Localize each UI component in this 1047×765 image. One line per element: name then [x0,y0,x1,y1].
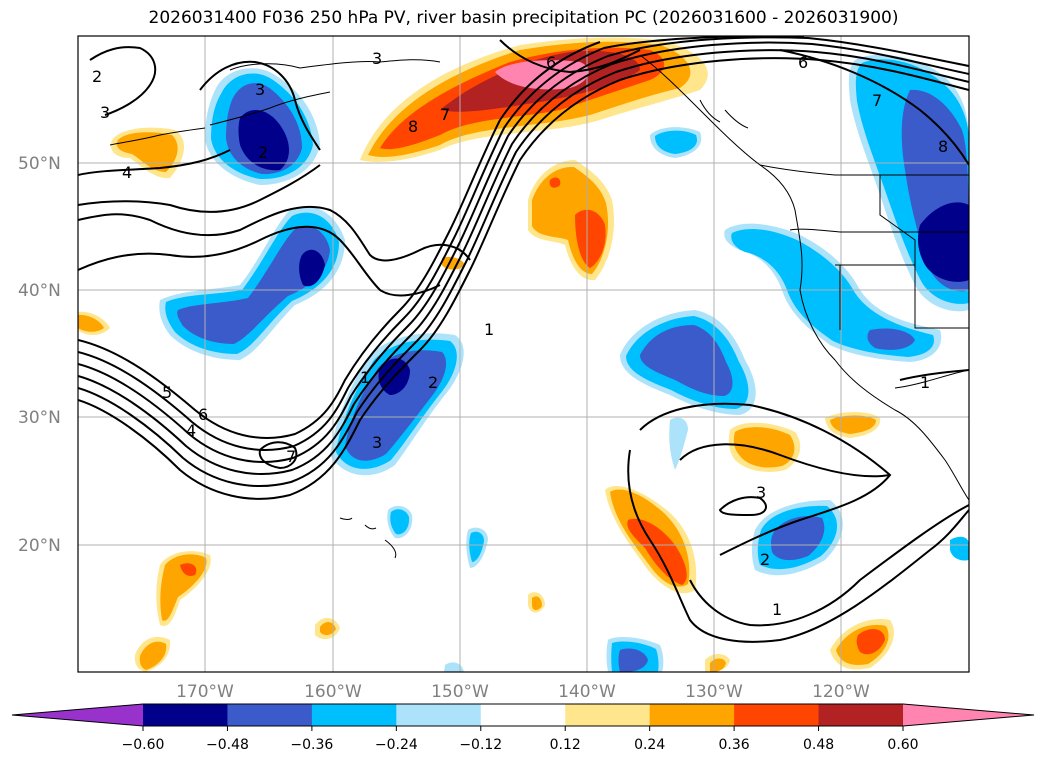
colorbar-extend-min [12,704,143,726]
colorbar-box [311,704,397,726]
colorbar-tick-label: −0.36 [290,737,333,753]
contour-label: 1 [360,368,370,387]
colorbar-tick-label: 0.24 [634,737,665,753]
contour-label: 2 [258,143,268,162]
negative-field-west-pacific [159,68,345,360]
colorbar-box [818,704,904,726]
colorbar-box [734,704,820,726]
lon-label: 160°W [304,682,362,702]
colorbar [11,703,1035,727]
colorbar-box [227,704,313,726]
colorbar-box [143,704,228,726]
lon-label: 150°W [431,682,489,702]
colorbar-box [565,704,651,726]
negative-field-east-pacific [387,54,969,672]
contour-label: 4 [122,163,132,182]
lon-label: 140°W [558,682,616,702]
contour-label: 6 [798,53,808,72]
contour-label: 3 [100,103,110,122]
positive-field-gulf-of-alaska [360,37,708,162]
contour-label: 1 [484,320,494,339]
lat-label: 40°N [18,281,61,301]
lon-label: 170°W [176,682,234,702]
colorbar-tick-label: 0.48 [803,737,834,753]
lon-label: 130°W [685,682,743,702]
colorbar-tick-label: −0.48 [206,737,249,753]
contour-label: 6 [198,405,208,424]
colorbar-box [480,704,566,726]
contour-label: 3 [372,49,382,68]
contour-label: 1 [920,373,930,392]
map-title: 2026031400 F036 250 hPa PV, river basin … [148,8,899,28]
graticule [78,36,969,672]
colorbar-tick-label: 0.36 [719,737,750,753]
longitude-labels: 170°W 160°W 150°W 140°W 130°W 120°W [176,682,870,702]
colorbar-tick-label: −0.24 [375,737,418,753]
contour-label: 3 [372,433,382,452]
contour-label: 8 [408,117,418,136]
colorbar-extend-max [903,704,1034,726]
contour-label: 6 [546,53,556,72]
colorbar-ticks: −0.60 −0.48 −0.36 −0.24 −0.12 0.12 0.24 0.36 0.4… [122,726,919,753]
shaded-fields [78,37,969,672]
contour-label: 7 [872,91,882,110]
colorbar-box [396,704,482,726]
lat-label: 50°N [18,154,61,174]
contour-label: 4 [186,421,196,440]
positive-field-central-north [528,160,615,281]
contour-label: 2 [428,373,438,392]
map-frame [77,35,970,673]
contour-label: 3 [255,80,265,99]
contour-label: 8 [938,137,948,156]
lon-label: 120°W [812,682,870,702]
colorbar-tick-label: −0.60 [122,737,165,753]
colorbar-tick-label: −0.12 [459,737,502,753]
contour-label: 7 [286,447,296,466]
colorbar-tick-label: 0.60 [887,737,918,753]
colorbar-box [649,704,735,726]
contour-label: 7 [440,105,450,124]
lat-label: 20°N [18,536,61,556]
contour-labels: 2 3 4 5 6 7 8 1 2 3 6 7 8 6 1 3 2 1 3 2 … [92,49,948,619]
lat-label: 30°N [18,408,61,428]
contour-label: 2 [92,67,102,86]
colorbar-tick-label: 0.12 [550,737,581,753]
positive-field-west-pacific [110,127,185,179]
latitude-labels: 50°N 40°N 30°N 20°N [18,154,61,556]
contour-label: 5 [162,383,172,402]
contour-label: 3 [756,483,766,502]
contour-label: 2 [760,550,770,569]
pv-contours [78,36,969,643]
contour-label: 1 [772,600,782,619]
